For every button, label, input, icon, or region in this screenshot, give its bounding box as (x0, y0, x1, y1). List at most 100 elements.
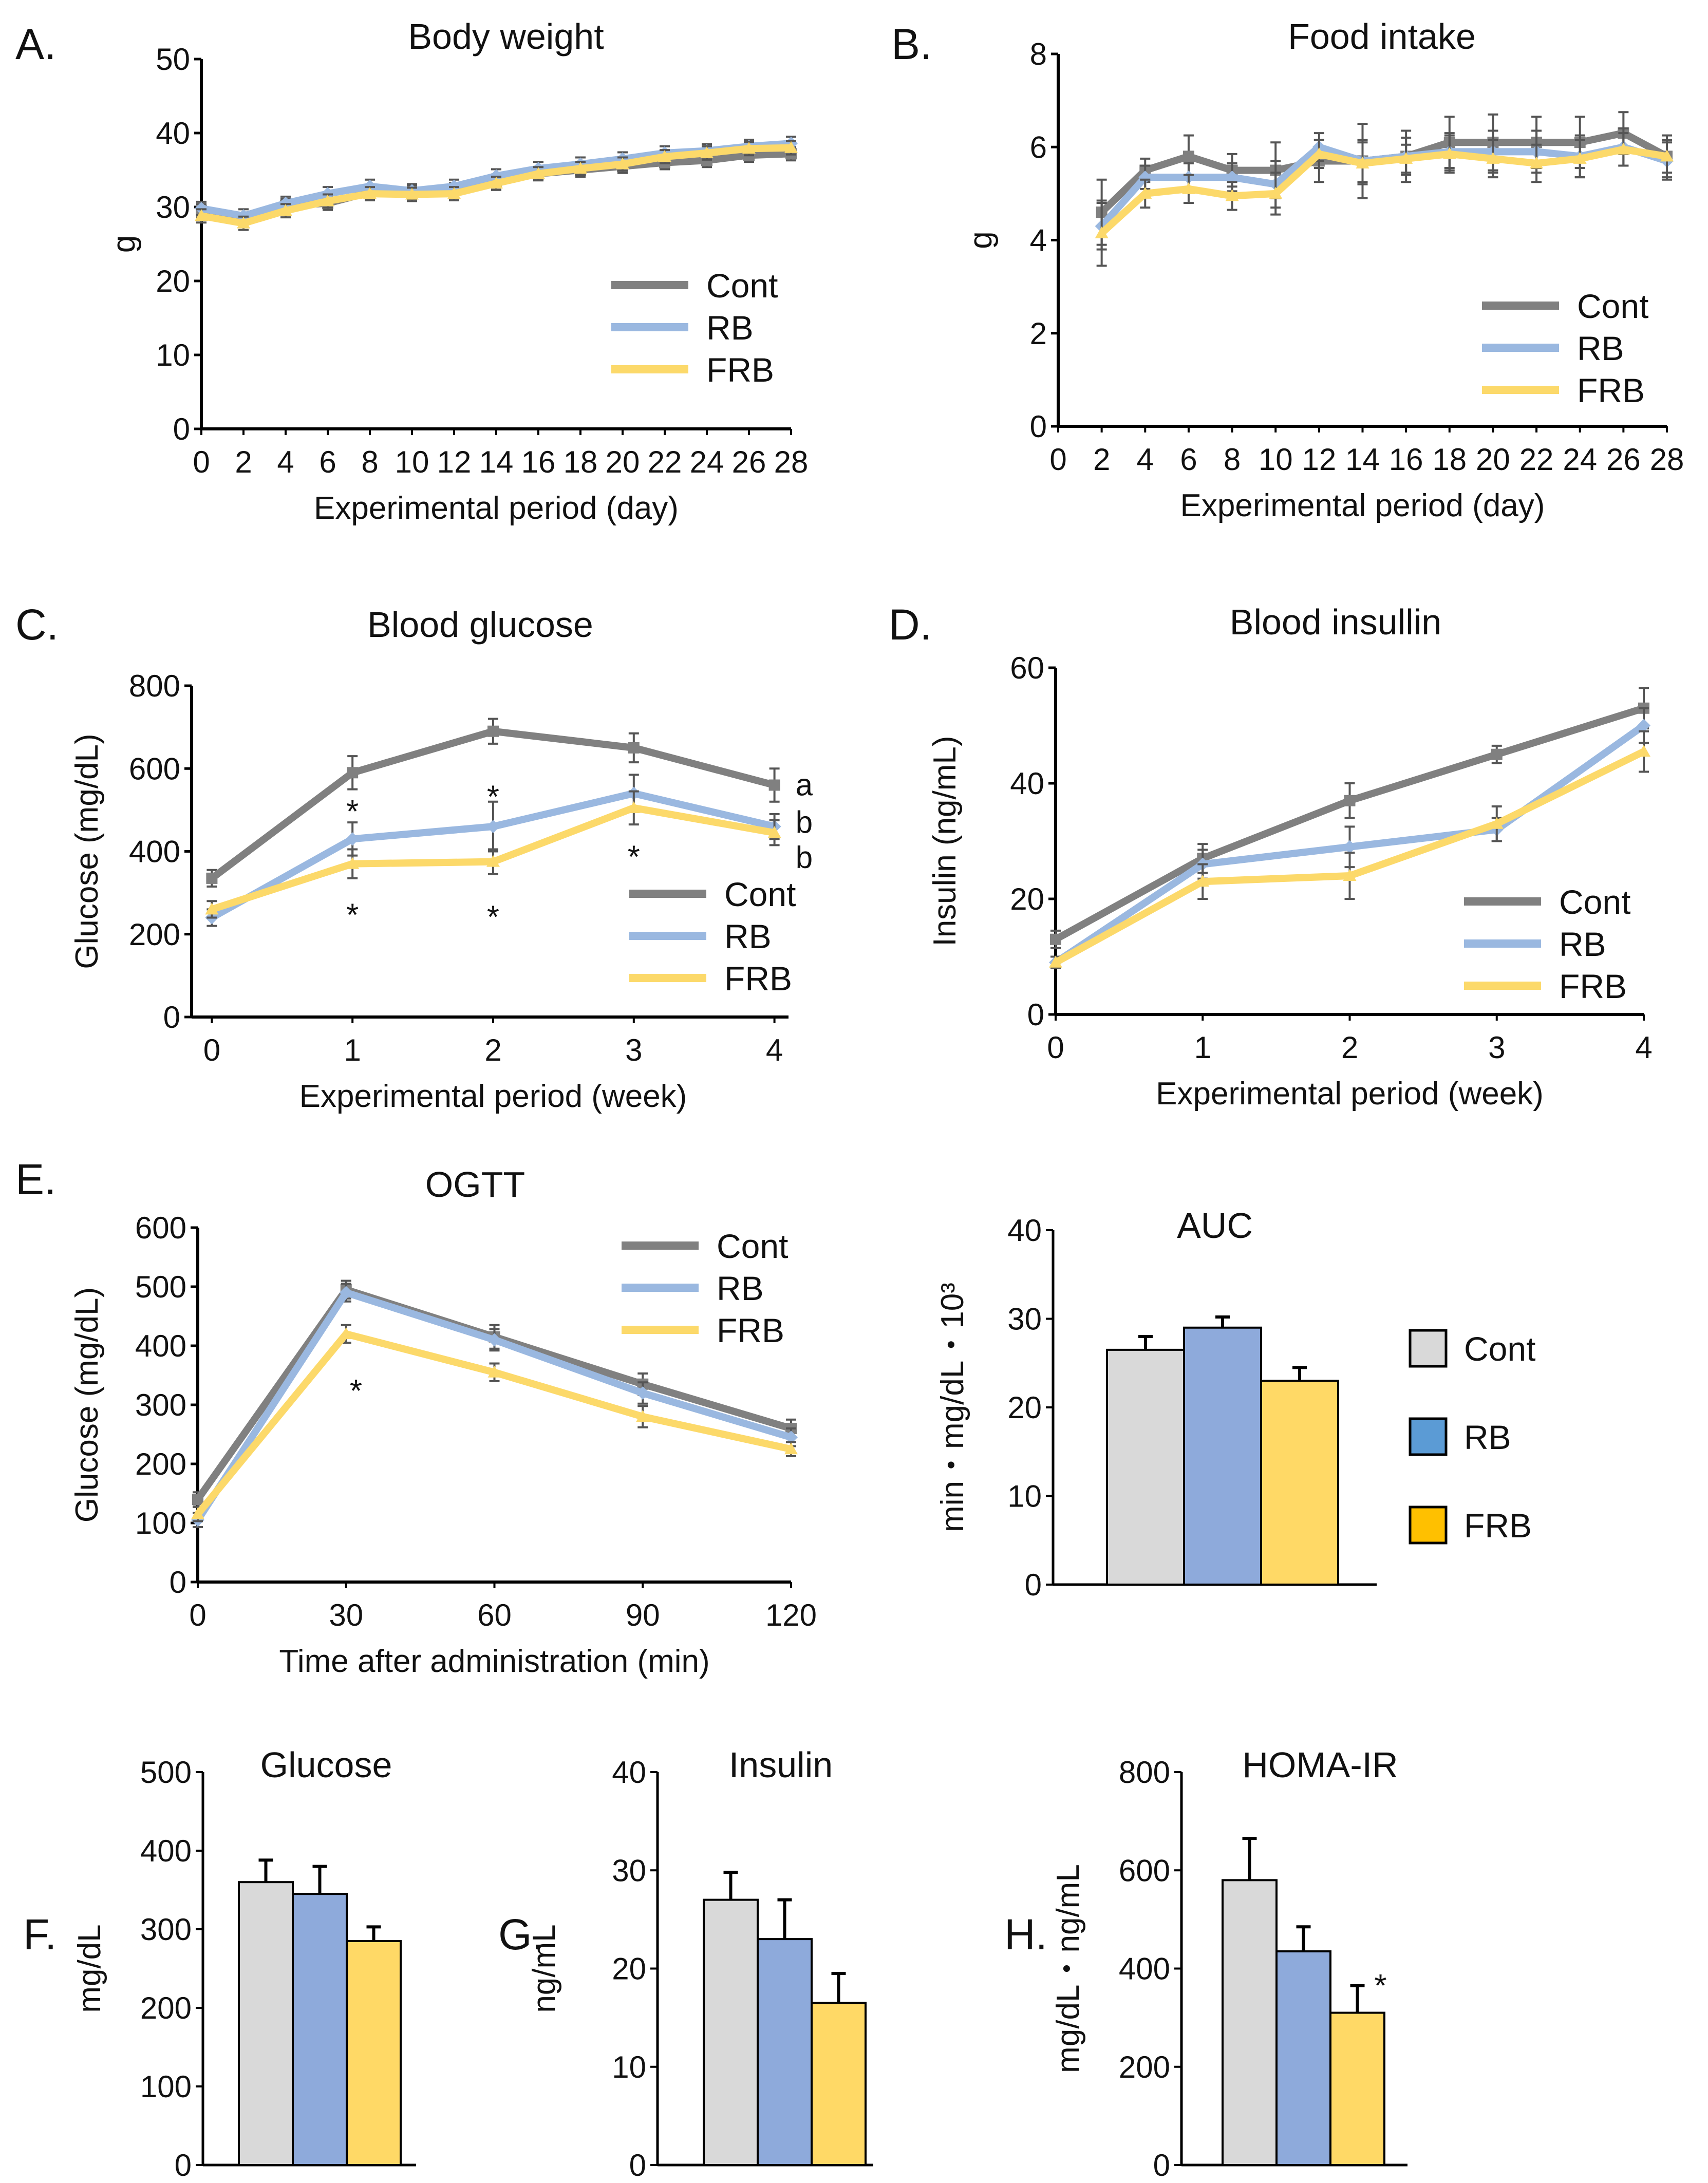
bar-cont (1106, 1348, 1185, 1586)
data-point (1491, 748, 1503, 760)
x-tick-label: 16 (1389, 442, 1423, 477)
data-point (1181, 182, 1195, 194)
y-tick-label: 10 (1007, 1479, 1042, 1514)
legend-label-cont: Cont (1464, 1330, 1535, 1368)
data-point (1343, 869, 1357, 881)
data-point (447, 187, 461, 199)
panel-D: D. Blood insullin 0 20 40 60 0 1 2 3 4 Experimental… (889, 600, 1653, 1112)
data-point (490, 176, 503, 189)
legend-label-cont: Cont (1577, 287, 1648, 325)
x-tick-label: 22 (1519, 442, 1554, 477)
legend-label-cont: Cont (717, 1227, 788, 1265)
legend-label-frb: FRB (1559, 967, 1627, 1005)
data-point (767, 826, 781, 838)
panel-label: C. (15, 600, 59, 649)
series-FRB (1095, 132, 1674, 267)
data-point (1343, 840, 1357, 854)
panel-label: H. (1004, 1910, 1047, 1959)
y-tick-label: 40 (612, 1755, 646, 1790)
x-tick-label: 18 (1432, 442, 1467, 477)
bar-cont (1222, 1879, 1278, 2166)
y-axis-label: Glucose (mg/dL) (69, 1287, 105, 1522)
y-tick-label: 10 (156, 338, 190, 372)
significance-mark: * (628, 839, 640, 875)
chart-title: Blood glucose (367, 605, 593, 645)
data-point (486, 820, 500, 834)
x-axis-label: Experimental period (day) (1180, 488, 1545, 523)
group-letter: b (796, 805, 813, 839)
y-tick-label: 4 (1030, 223, 1047, 258)
x-tick-label: 14 (479, 445, 514, 479)
panel-label: A. (15, 20, 56, 68)
y-tick-label: 60 (1010, 651, 1044, 685)
panel-label: D. (889, 600, 932, 649)
y-tick-label: 40 (1010, 766, 1044, 801)
x-axis-label: Time after administration (min) (279, 1644, 709, 1679)
series-FRB (191, 1324, 798, 1522)
data-point (1138, 186, 1152, 199)
y-tick-label: 40 (156, 116, 190, 150)
data-point (363, 187, 377, 199)
legend-swatch-frb (1409, 1505, 1448, 1545)
y-axis-label: Insulin (ng/mL) (927, 736, 963, 946)
legend-label-frb: FRB (1464, 1507, 1532, 1545)
y-tick-label: 10 (612, 2050, 646, 2084)
y-tick-label: 200 (129, 917, 180, 952)
y-tick-label: 0 (173, 412, 190, 446)
y-axis-label: mg/dL (72, 1924, 107, 2012)
x-tick-label: 6 (1180, 442, 1197, 477)
legend-label-rb: RB (717, 1269, 764, 1307)
x-tick-label: 120 (765, 1598, 817, 1632)
significance-mark: * (487, 780, 499, 815)
bar-cont (238, 1881, 294, 2166)
y-tick-label: 400 (135, 1329, 186, 1363)
y-tick-label: 0 (170, 1565, 186, 1599)
data-point (784, 1431, 798, 1444)
x-tick-label: 26 (1606, 442, 1641, 477)
x-tick-label: 4 (277, 445, 294, 479)
data-point (487, 1365, 501, 1378)
y-tick-label: 20 (612, 1952, 646, 1986)
legend: Cont RB FRB (622, 1227, 788, 1349)
significance-mark: * (346, 794, 359, 830)
legend-label-rb: RB (724, 917, 772, 955)
data-point (742, 142, 756, 154)
y-tick-label: 0 (1153, 2148, 1170, 2182)
data-point (205, 902, 219, 915)
group-letter: b (796, 840, 813, 875)
x-tick-label: 4 (1137, 442, 1154, 477)
y-tick-label: 500 (135, 1270, 186, 1304)
data-point (1442, 147, 1456, 159)
data-point (1490, 817, 1504, 829)
x-tick-label: 90 (626, 1598, 660, 1632)
legend-label-cont: Cont (706, 267, 778, 305)
panel-F: F. Glucose 0 100 200 300 400 500 mg/dL (23, 1745, 416, 2182)
data-point (1660, 149, 1674, 162)
y-tick-label: 400 (1119, 1952, 1170, 1986)
chart-title: Body weight (408, 16, 604, 57)
x-tick-label: 8 (361, 445, 378, 479)
data-point (616, 157, 629, 170)
chart-title: Glucose (260, 1745, 392, 1785)
panel-E1: E. OGTT 0 100 200 300 400 500 600 0 30 60 90 120 Time … (15, 1155, 817, 1679)
x-tick-label: 2 (1341, 1030, 1358, 1065)
significance-mark: * (350, 1373, 362, 1409)
y-tick-label: 200 (1119, 2050, 1170, 2084)
y-tick-label: 30 (612, 1853, 646, 1888)
bar-rb (292, 1893, 348, 2166)
y-tick-label: 100 (135, 1506, 186, 1540)
data-point (1356, 156, 1369, 168)
data-point (405, 187, 419, 200)
data-point (191, 1507, 204, 1519)
data-point (532, 167, 545, 179)
data-point (1225, 171, 1239, 184)
panel-E2: AUC 0 10 20 30 40 min・mg/dL・10³ Cont RB FRB (935, 1206, 1535, 1602)
bar-frb (1329, 2011, 1385, 2166)
data-point (1399, 152, 1413, 164)
x-tick-label: 0 (203, 1033, 220, 1067)
x-tick-label: 12 (437, 445, 472, 479)
chart-title: Insulin (729, 1745, 833, 1785)
y-axis-label: ng/mL (527, 1924, 562, 2012)
data-point (1196, 875, 1210, 887)
